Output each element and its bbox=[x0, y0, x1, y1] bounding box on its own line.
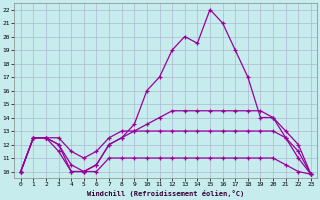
X-axis label: Windchill (Refroidissement éolien,°C): Windchill (Refroidissement éolien,°C) bbox=[87, 190, 244, 197]
